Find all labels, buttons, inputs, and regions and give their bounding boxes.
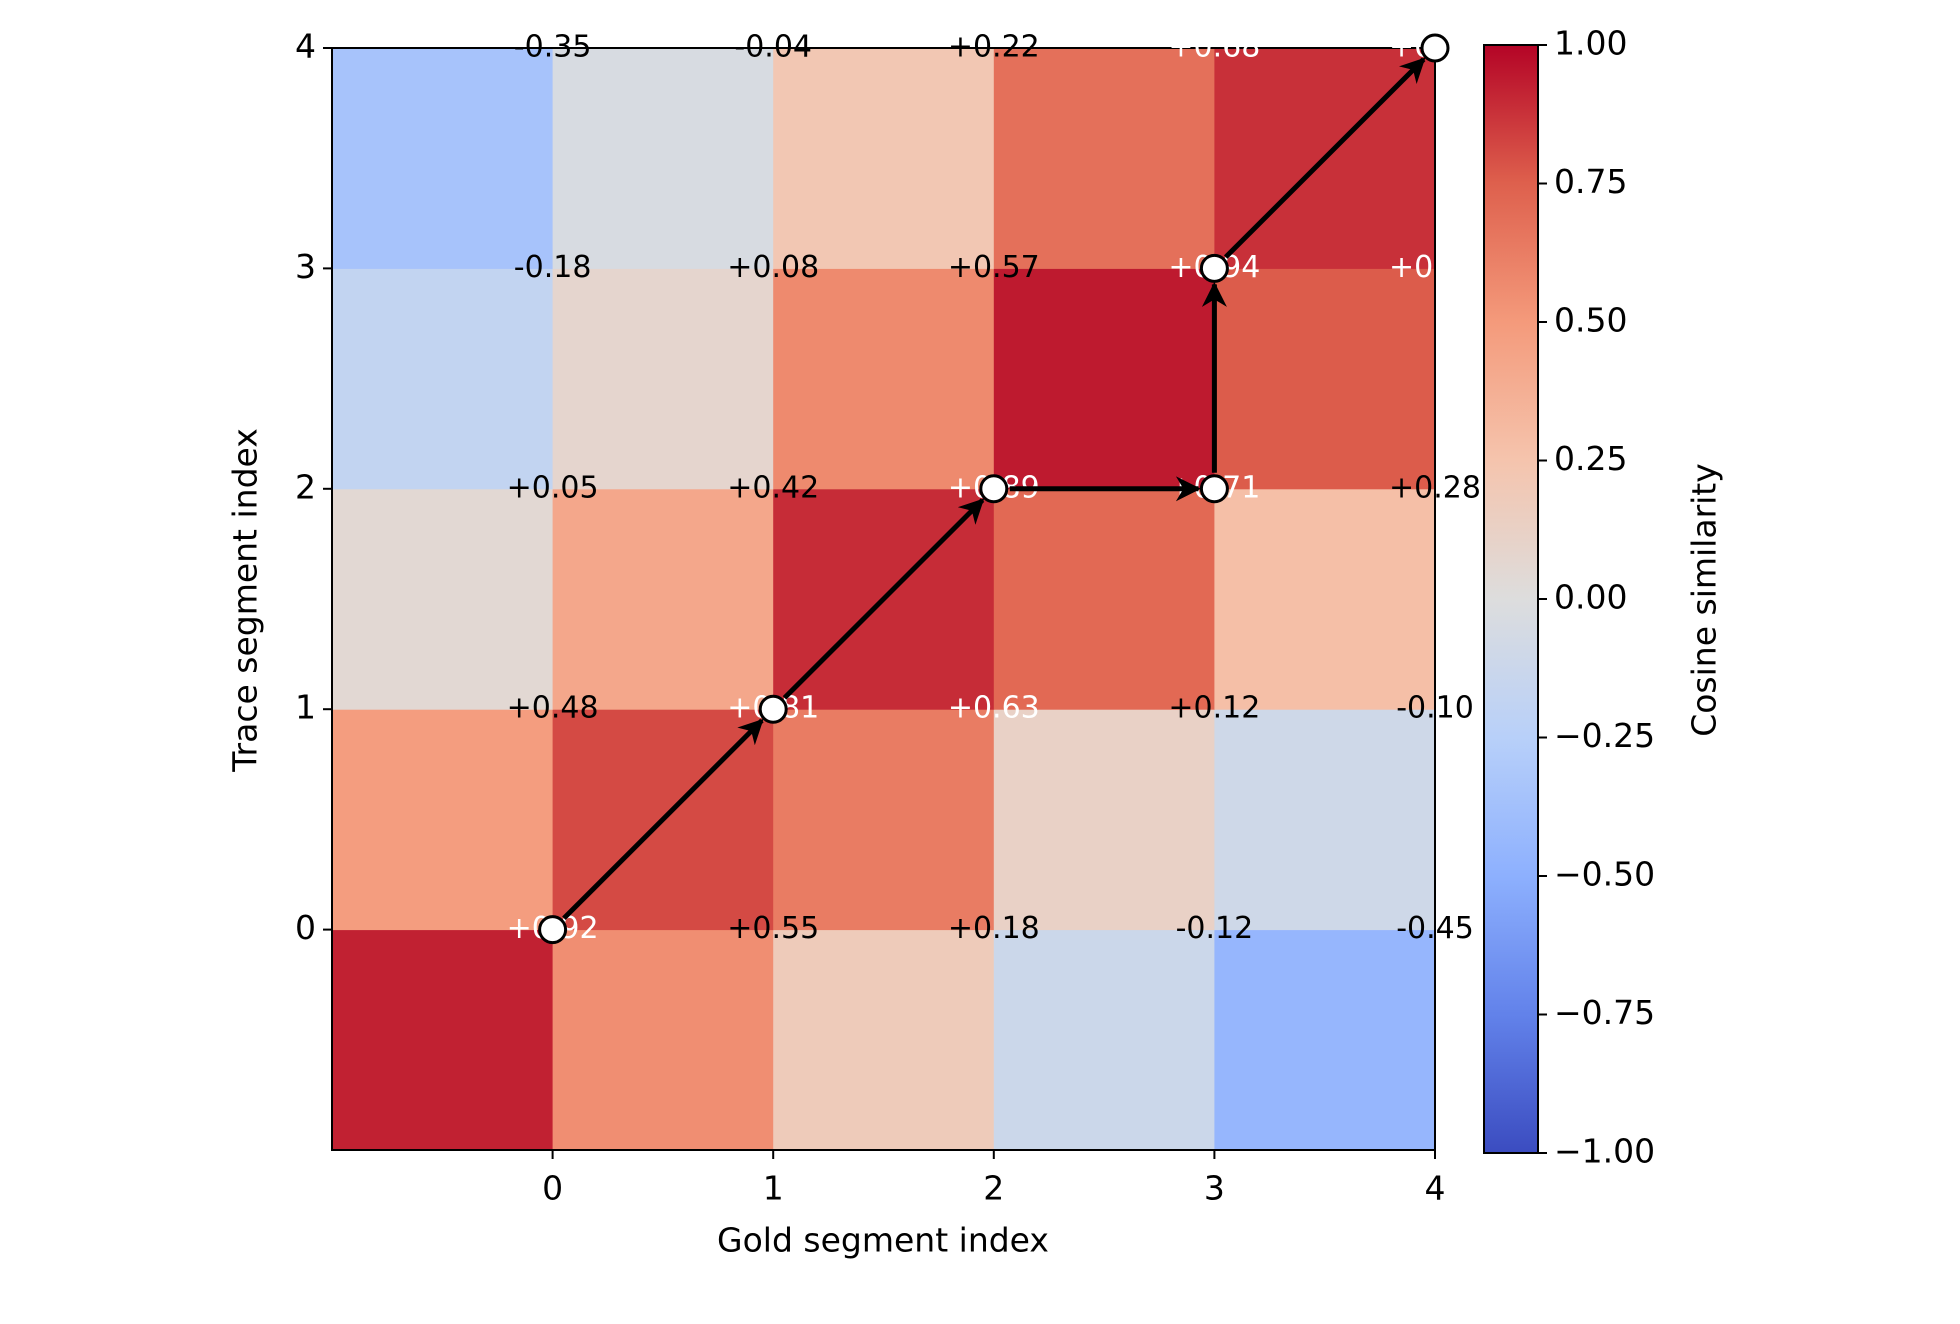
path-point	[979, 474, 1009, 504]
x-tick-label: 0	[542, 1169, 563, 1208]
heatmap-cell	[552, 929, 774, 1151]
heatmap-cell	[773, 268, 995, 490]
y-tick-label: 2	[295, 467, 316, 506]
colorbar	[1483, 44, 1539, 1154]
path-arrow	[562, 718, 764, 921]
heatmap-cell	[773, 929, 995, 1151]
y-tick-label: 1	[295, 688, 316, 727]
heatmap-cell	[332, 488, 554, 710]
colorbar-tick-label: 0.75	[1554, 162, 1627, 201]
heatmap-cell	[332, 268, 554, 490]
cell-value-label: +0.42	[727, 470, 819, 505]
colorbar-tick-label: −0.50	[1554, 855, 1655, 894]
heatmap-cell	[993, 268, 1215, 490]
cell-value-label: +0.57	[948, 250, 1040, 285]
x-tick-label: 4	[1425, 1169, 1446, 1208]
cell-value-label: +0.68	[1168, 30, 1260, 65]
cell-value-label: -0.18	[514, 250, 592, 285]
colorbar-tick-label: −1.00	[1554, 1132, 1655, 1171]
heatmap-cell	[993, 48, 1215, 269]
heatmap-cell	[773, 709, 995, 931]
cell-value-label: -0.10	[1396, 691, 1474, 726]
path-point	[538, 915, 568, 945]
path-arrow	[1223, 57, 1426, 259]
colorbar-tick-label: −0.25	[1554, 716, 1655, 755]
heatmap-cell	[1214, 488, 1436, 710]
cell-value-label: +0.05	[507, 470, 599, 505]
cell-value-label: +0.28	[1389, 470, 1481, 505]
colorbar-tick-label: 0.25	[1554, 439, 1627, 478]
cell-value-label: -0.12	[1176, 911, 1254, 946]
cell-value-label: +0.08	[727, 250, 819, 285]
path-point	[1199, 474, 1229, 504]
heatmap-cell	[552, 268, 774, 490]
cell-value-label: -0.04	[734, 30, 812, 65]
colorbar-tick-label: 0.00	[1554, 578, 1627, 617]
heatmap-cell	[773, 48, 995, 269]
heatmap-cell	[993, 709, 1215, 931]
heatmap-cell	[1214, 268, 1436, 490]
cell-value-label: +0.12	[1168, 691, 1260, 726]
heatmap-cell	[332, 929, 554, 1151]
cell-value-label: +0.76	[1389, 250, 1481, 285]
path-point	[758, 694, 788, 724]
heatmap-cell	[993, 929, 1215, 1151]
x-tick-label: 3	[1204, 1169, 1225, 1208]
cell-value-label: +0.22	[948, 30, 1040, 65]
heatmap-cell	[552, 48, 774, 269]
colorbar-tick-label: 0.50	[1554, 301, 1627, 340]
colorbar-tick-label: −0.75	[1554, 993, 1655, 1032]
heatmap-cell	[993, 488, 1215, 710]
y-tick-label: 3	[295, 247, 316, 286]
x-tick-label: 1	[763, 1169, 784, 1208]
cell-value-label: +0.63	[948, 691, 1040, 726]
heatmap-cell	[1214, 709, 1436, 931]
y-tick-label: 0	[295, 908, 316, 947]
x-tick-label: 2	[983, 1169, 1004, 1208]
cell-value-label: -0.35	[514, 30, 592, 65]
y-axis-label: Trace segment index	[226, 428, 265, 773]
colorbar-label: Cosine similarity	[1685, 463, 1724, 737]
heatmap-cell	[552, 488, 774, 710]
heatmap-cell	[332, 709, 554, 931]
axes-frame	[331, 47, 1436, 1151]
cell-value-label: +0.48	[507, 691, 599, 726]
y-tick-label: 4	[295, 27, 316, 66]
cell-value-label: +0.55	[727, 911, 819, 946]
heatmap-cell	[1214, 929, 1436, 1151]
cell-value-label: +0.18	[948, 911, 1040, 946]
colorbar-tick-label: 1.00	[1554, 24, 1627, 63]
x-axis-label: Gold segment index	[717, 1221, 1049, 1260]
heatmap-cell	[332, 48, 554, 269]
path-point	[1199, 253, 1229, 283]
path-point	[1420, 33, 1450, 63]
path-arrow	[782, 498, 985, 700]
cell-value-label: -0.45	[1396, 911, 1474, 946]
